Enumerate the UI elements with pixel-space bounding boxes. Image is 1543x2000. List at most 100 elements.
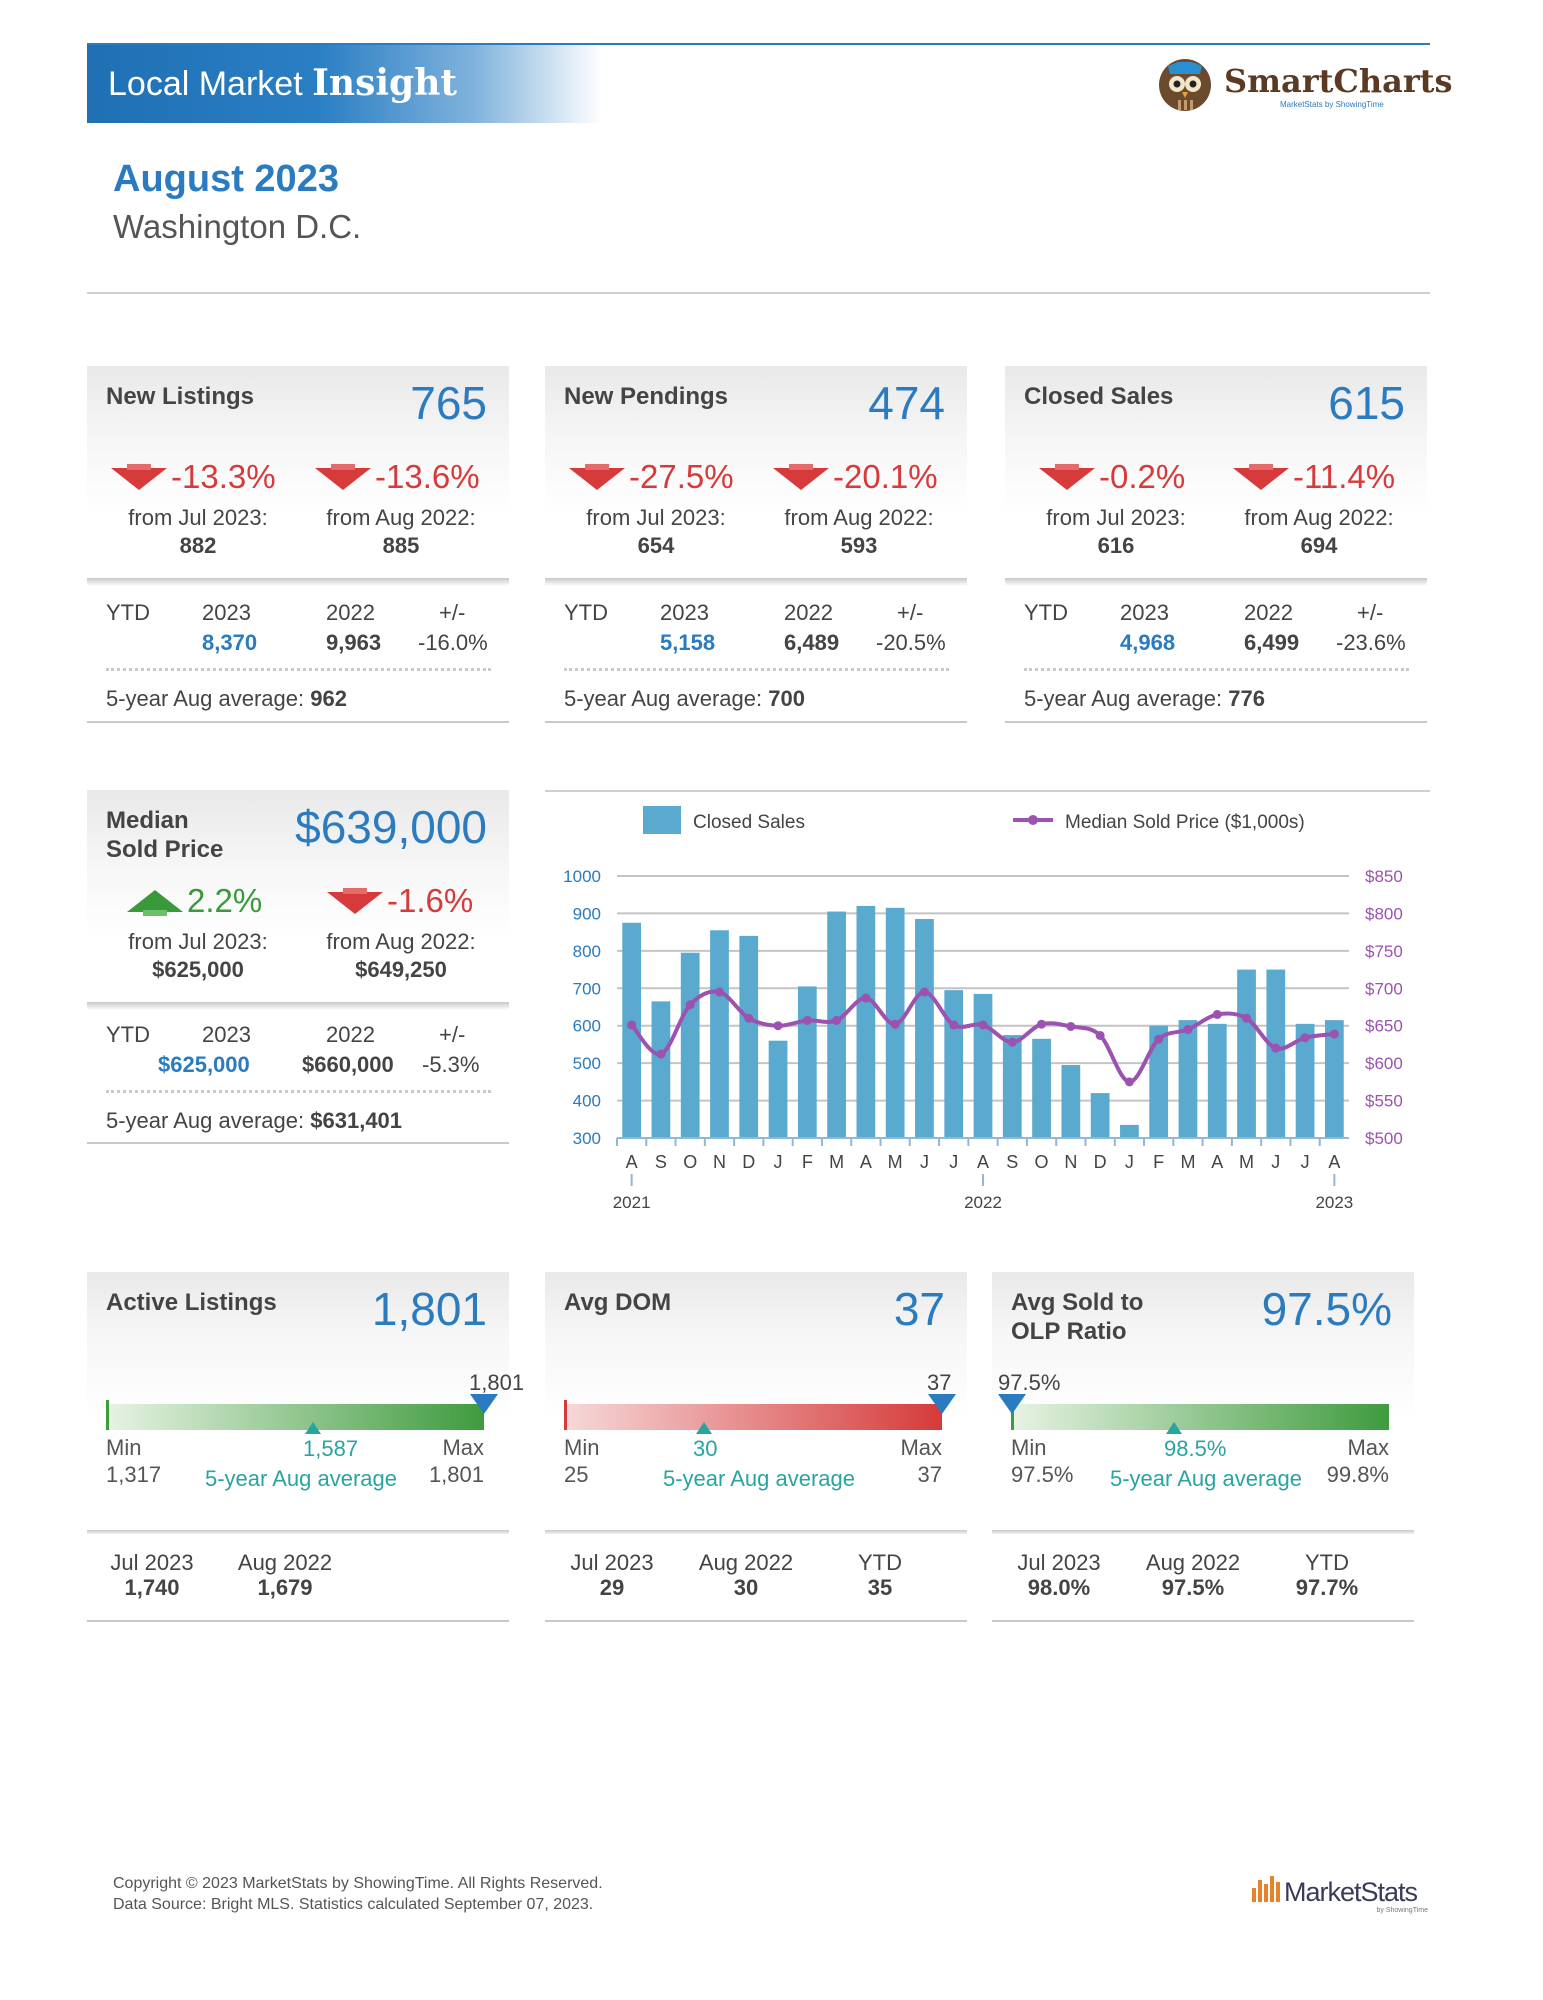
gauge-separator [545, 1530, 967, 1534]
right-tick-label: $700 [1365, 979, 1403, 998]
legend-bar-swatch [643, 806, 681, 834]
from-year: from Aug 2022: 593 [784, 505, 934, 558]
gauge-average-label: 5-year Aug average [1110, 1466, 1303, 1491]
gauge-foot-item: Aug 2022 30 [698, 1550, 794, 1600]
legend-median-price: Median Sold Price ($1,000s) [1065, 812, 1305, 833]
down-arrow-icon [1233, 464, 1289, 490]
brand-name: SmartCharts [1224, 62, 1453, 100]
card-shadow [1005, 578, 1427, 586]
stat-card-median-sold-price: Median Sold Price $639,000 2.2% -1.6% fro… [87, 790, 509, 1150]
x-tick-label: M [1180, 1152, 1195, 1172]
header-banner [87, 45, 602, 123]
down-arrow-icon [1039, 464, 1095, 490]
gauge-foot-item: Aug 2022 97.5% [1145, 1550, 1241, 1600]
gauge-card-avg-dom: Avg DOM 37 37 Min 25 30 Max 37 5-year Aug … [545, 1272, 967, 1652]
card-bottom-rule [545, 1620, 967, 1622]
down-arrow-icon [111, 464, 167, 490]
x-tick-label: J [949, 1152, 958, 1172]
card-header-panel [87, 1272, 509, 1422]
x-tick-label: A [626, 1152, 638, 1172]
price-point [627, 1020, 637, 1030]
price-point [1154, 1034, 1164, 1044]
year-label: 2021 [613, 1193, 651, 1212]
stat-card-new-pendings: New Pendings 474 -27.5% -20.1% from Jul … [545, 366, 967, 726]
section-divider [87, 292, 1430, 294]
card-bottom-rule [992, 1620, 1414, 1622]
x-tick-label: J [920, 1152, 929, 1172]
price-point [1007, 1037, 1017, 1047]
gauge-card-sold-to-olp: Avg Sold to OLP Ratio 97.5% 97.5% Min 97.5… [992, 1272, 1414, 1652]
bar [973, 993, 993, 1138]
right-tick-label: $850 [1365, 867, 1403, 886]
legend-line-marker [1028, 815, 1038, 825]
left-tick-label: 300 [573, 1129, 601, 1148]
gauge-bar [1011, 1404, 1389, 1430]
left-tick-label: 500 [573, 1054, 601, 1073]
x-tick-label: A [1211, 1152, 1223, 1172]
gauge-min: Min 25 [564, 1435, 600, 1487]
dotted-divider [564, 668, 949, 671]
five-year-average: 5-year Aug average: 700 [564, 686, 805, 711]
report-city: Washington D.C. [113, 208, 362, 245]
left-tick-label: 700 [573, 979, 601, 998]
x-tick-label: A [860, 1152, 872, 1172]
price-point [890, 1019, 900, 1029]
price-point [949, 1020, 959, 1030]
five-year-average: 5-year Aug average: 776 [1024, 686, 1265, 711]
gauge-average-marker-icon [696, 1422, 712, 1434]
card-value: 97.5% [1261, 1283, 1392, 1335]
bar [1120, 1124, 1139, 1138]
owl-logo-icon [1159, 59, 1211, 111]
x-tick-label: J [1125, 1152, 1134, 1172]
price-point [773, 1021, 783, 1031]
x-tick-label: D [1094, 1152, 1107, 1172]
svg-text:by ShowingTime: by ShowingTime [1377, 1907, 1429, 1914]
from-month: from Jul 2023: 882 [128, 505, 268, 558]
x-tick-label: O [683, 1152, 697, 1172]
from-year: from Aug 2022: 694 [1244, 505, 1394, 558]
card-value: $639,000 [295, 801, 487, 853]
price-point [1271, 1043, 1281, 1053]
right-tick-label: $800 [1365, 904, 1403, 923]
gauge-average-value: 98.5% [1164, 1436, 1227, 1461]
x-tick-label: O [1035, 1152, 1049, 1172]
bar [856, 905, 876, 1138]
from-month: from Jul 2023: $625,000 [128, 929, 268, 982]
gauge-min: Min 1,317 [106, 1435, 162, 1487]
dotted-divider [106, 668, 491, 671]
gauge-current-label: 1,801 [469, 1370, 525, 1395]
card-shadow [87, 1002, 509, 1010]
gauge-average-label: 5-year Aug average [663, 1466, 856, 1491]
gauge-min: Min 97.5% [1011, 1435, 1074, 1487]
card-shadow [87, 578, 509, 586]
down-arrow-icon [315, 464, 371, 490]
price-point [861, 993, 871, 1003]
from-month: from Jul 2023: 616 [1046, 505, 1186, 558]
report-month: August 2023 [113, 158, 339, 200]
dotted-divider [1024, 668, 1409, 671]
x-tick-label: F [1153, 1152, 1164, 1172]
left-tick-label: 600 [573, 1017, 601, 1036]
card-bottom-rule [87, 1620, 509, 1622]
card-value: 765 [410, 377, 487, 429]
change-year: -13.6% [375, 458, 480, 495]
gauge-min-tick [106, 1400, 109, 1430]
gauge-average-marker-icon [305, 1422, 321, 1434]
gauge-current-label: 37 [927, 1370, 952, 1395]
gauge-foot-item: YTD 35 [858, 1550, 902, 1600]
gauge-foot-item: Jul 2023 29 [570, 1550, 654, 1600]
gauge-foot-item: YTD 97.7% [1295, 1550, 1359, 1600]
gauge-bar [106, 1404, 484, 1430]
five-year-average: 5-year Aug average: 962 [106, 686, 347, 711]
card-value: 474 [868, 377, 945, 429]
x-tick-label: A [1328, 1152, 1340, 1172]
bar [1237, 969, 1256, 1138]
marketstats-logo-icon: MarketStats by ShowingTime [1252, 1876, 1429, 1914]
gauge-current-label: 97.5% [998, 1370, 1061, 1395]
gauge-min-tick [564, 1400, 567, 1430]
bar [1266, 969, 1286, 1138]
svg-text:MarketStats: MarketStats [1284, 1877, 1418, 1907]
card-bottom-rule [1005, 721, 1427, 723]
price-point [1095, 1030, 1105, 1040]
bar [622, 922, 642, 1138]
